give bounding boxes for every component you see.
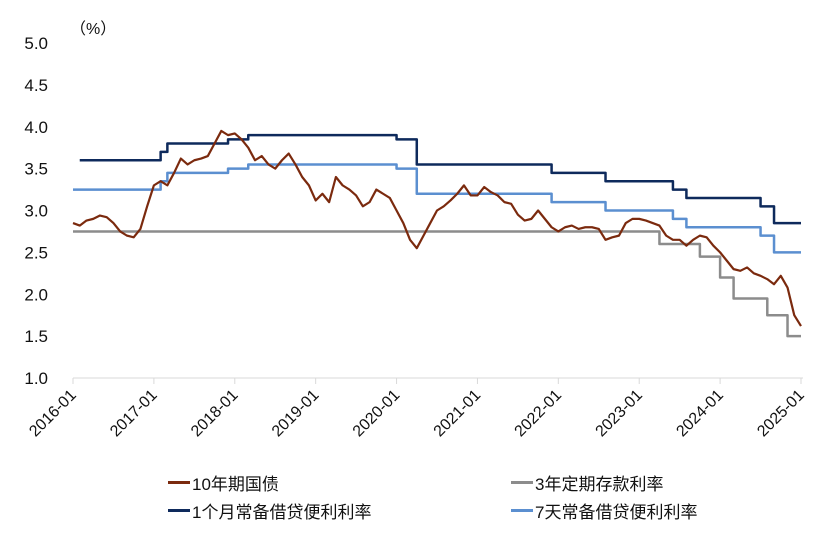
legend-item-7d-slf: 7天常备借贷便利利率	[511, 498, 697, 523]
x-tick-label: 2025-01	[754, 387, 808, 441]
y-tick-label: 1.0	[24, 369, 48, 388]
legend-item-3y-deposit: 3年定期存款利率	[511, 470, 663, 495]
legend-swatch-7d-slf	[511, 509, 533, 512]
legend-label: 10年期国债	[192, 475, 279, 494]
x-tick-label: 2020-01	[350, 387, 404, 441]
series-line-1	[73, 230, 801, 338]
y-tick-label: 3.5	[24, 160, 48, 179]
legend-label: 3年定期存款利率	[535, 475, 664, 494]
legend-swatch-3y-deposit	[511, 481, 533, 484]
x-tick-label: 2019-01	[269, 387, 323, 441]
legend-item-10y-bond: 10年期国债	[168, 470, 279, 495]
legend-item-1m-slf: 1个月常备借贷便利利率	[168, 498, 371, 523]
x-tick-label: 2016-01	[26, 387, 80, 441]
series-line-0	[72, 129, 802, 327]
y-tick-label: 3.0	[24, 202, 48, 221]
x-tick-label: 2023-01	[593, 387, 647, 441]
x-tick-label: 2017-01	[107, 387, 161, 441]
x-axis: 2016-01 2017-01 2018-01 2019-01 2020-01 2021-…	[26, 377, 808, 441]
x-tick-label: 2022-01	[512, 387, 566, 441]
y-tick-label: 2.0	[24, 285, 48, 304]
plot-area	[72, 129, 802, 338]
y-tick-label: 5.0	[24, 34, 48, 53]
legend-label: 1个月常备借贷便利利率	[192, 503, 372, 522]
y-tick-label: 2.5	[24, 243, 48, 262]
y-axis: 1.0 1.5 2.0 2.5 3.0 3.5 4.0 4.5 5.0	[24, 34, 48, 388]
x-tick-label: 2024-01	[673, 387, 727, 441]
legend-label: 7天常备借贷便利利率	[535, 503, 698, 522]
legend-swatch-1m-slf	[168, 509, 190, 512]
x-tick-label: 2018-01	[188, 387, 242, 441]
y-tick-label: 1.5	[24, 327, 48, 346]
series-line-3	[73, 163, 801, 254]
y-tick-label: 4.0	[24, 118, 48, 137]
series-line-2	[79, 133, 801, 225]
y-tick-label: 4.5	[24, 76, 48, 95]
y-axis-unit-label: （%）	[70, 20, 116, 38]
legend-swatch-10y-bond	[168, 481, 190, 484]
x-tick-label: 2021-01	[431, 387, 485, 441]
